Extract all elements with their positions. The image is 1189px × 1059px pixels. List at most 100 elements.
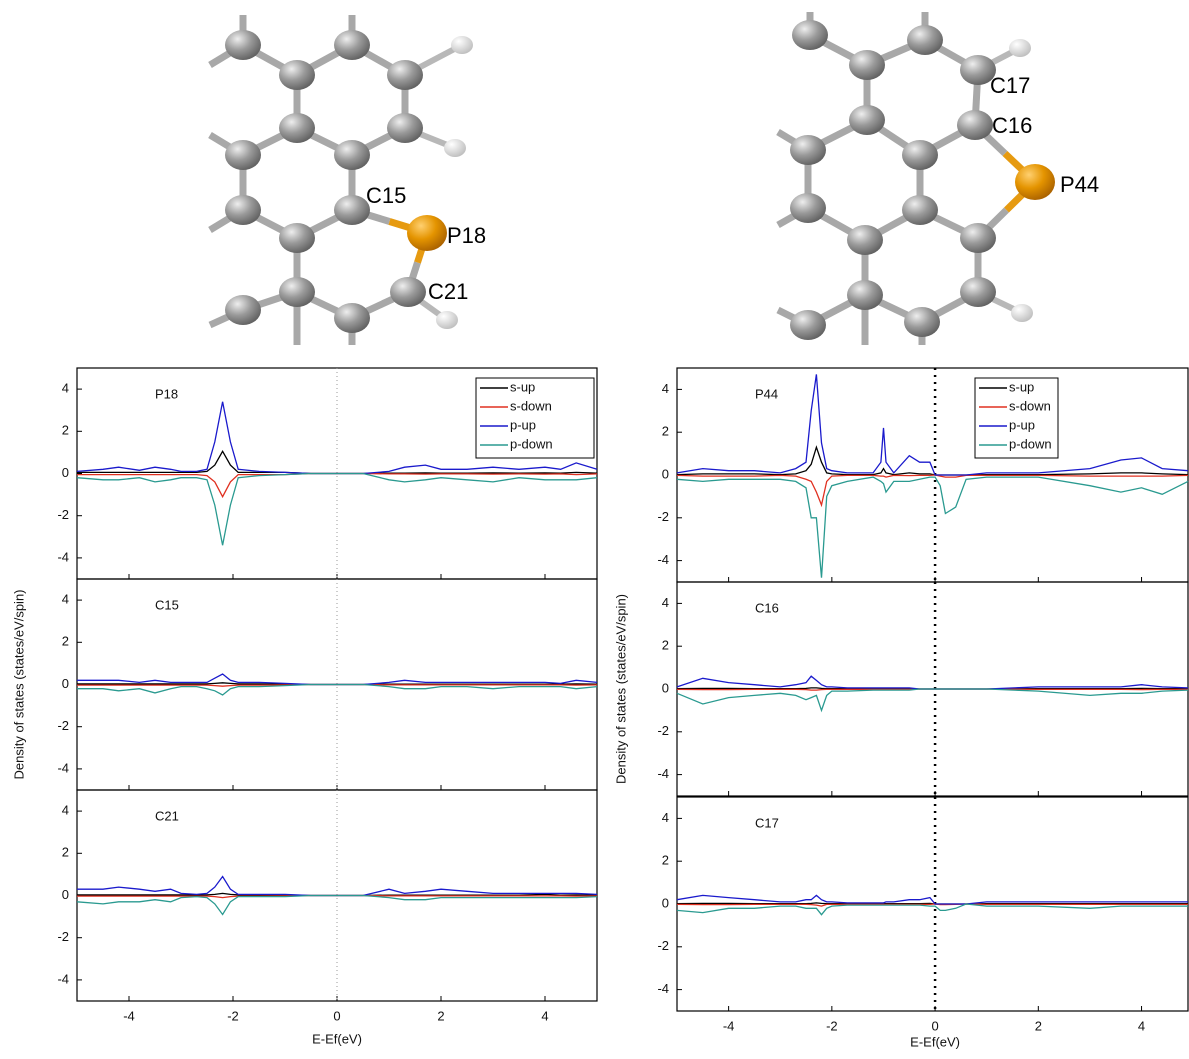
hydrogen-atom: [444, 139, 466, 157]
y-tick-label: -4: [657, 766, 669, 781]
y-tick-label: 4: [662, 595, 669, 610]
carbon-atom: [225, 140, 261, 170]
y-tick-label: -4: [57, 760, 69, 775]
carbon-atom: [334, 195, 370, 225]
y-tick-label: -2: [657, 509, 669, 524]
y-tick-label: 2: [662, 638, 669, 653]
carbon-atom: [902, 140, 938, 170]
atom-label: C17: [990, 73, 1030, 98]
phosphorus-atom: [1015, 164, 1055, 200]
x-tick-label: -2: [826, 1018, 838, 1033]
carbon-atom: [334, 303, 370, 333]
y-tick-label: 0: [662, 895, 669, 910]
carbon-atom: [792, 20, 828, 50]
y-tick-label: 4: [62, 381, 69, 396]
atom-label: P18: [447, 223, 486, 248]
atom-label: C16: [992, 113, 1032, 138]
dos-curve: [677, 895, 1188, 904]
hydrogen-atom: [1009, 39, 1031, 57]
dos-panel: -4-2024C15: [57, 579, 597, 790]
x-axis-title: E-Ef(eV): [910, 1034, 960, 1049]
y-tick-label: 0: [662, 680, 669, 695]
x-tick-label: -2: [227, 1008, 239, 1023]
y-tick-label: -4: [657, 981, 669, 996]
atom-label: P44: [1060, 172, 1099, 197]
carbon-atom: [225, 295, 261, 325]
carbon-atom: [387, 60, 423, 90]
carbon-atom: [960, 277, 996, 307]
hydrogen-atom: [436, 311, 458, 329]
x-tick-label: 0: [333, 1008, 340, 1023]
hydrogen-atom: [451, 36, 473, 54]
x-axis-title: E-Ef(eV): [312, 1031, 362, 1046]
carbon-atom: [960, 223, 996, 253]
y-tick-label: 2: [662, 424, 669, 439]
atom-label: C15: [366, 183, 406, 208]
y-tick-label: -2: [57, 929, 69, 944]
carbon-atom: [957, 110, 993, 140]
y-tick-label: 4: [62, 803, 69, 818]
y-tick-label: 2: [62, 634, 69, 649]
legend: s-up s-down p-up p-down: [476, 378, 594, 458]
dos-curve: [677, 477, 1188, 578]
y-tick-label: 0: [62, 887, 69, 902]
legend-label: s-down: [510, 398, 552, 413]
legend-label: p-up: [1009, 417, 1035, 432]
dos-chart: -4 -2 0 2 4 P18 s-up s-down p-up p-down -4 -2 0 2 4 C15…: [11, 368, 597, 1046]
y-tick-label: 0: [662, 466, 669, 481]
molecule: C17 C16 P44: [778, 12, 1099, 345]
dos-curve: [677, 904, 1188, 915]
legend-label: s-up: [510, 379, 535, 394]
y-axis-title: Density of states (states/eV/spin): [11, 589, 26, 779]
carbon-atom: [849, 105, 885, 135]
x-tick-label: 4: [541, 1008, 548, 1023]
dos-curve: [677, 374, 1188, 475]
y-tick-label: 4: [62, 592, 69, 607]
y-tick-label: 2: [62, 423, 69, 438]
carbon-atom: [390, 277, 426, 307]
legend-label: p-up: [510, 417, 536, 432]
dos-panel: -4 -2 0 2 4 C16: [657, 582, 1188, 796]
y-tick-label: -2: [57, 718, 69, 733]
y-tick-label: -2: [657, 723, 669, 738]
carbon-atom: [387, 113, 423, 143]
x-tick-label: 0: [931, 1018, 938, 1033]
y-tick-label: -2: [57, 507, 69, 522]
carbon-atom: [847, 280, 883, 310]
panel-label: C16: [755, 600, 779, 615]
dos-curve: [77, 685, 597, 696]
panel-label: C17: [755, 815, 779, 830]
y-tick-label: 2: [62, 845, 69, 860]
x-tick-label: -4: [123, 1008, 135, 1023]
panel-label: P44: [755, 386, 778, 401]
x-tick-label: 2: [1035, 1018, 1042, 1033]
carbon-atom: [279, 60, 315, 90]
x-tick-label: 4: [1138, 1018, 1145, 1033]
x-tick-label: 2: [437, 1008, 444, 1023]
legend-label: p-down: [1009, 436, 1052, 451]
legend-label: p-down: [510, 436, 553, 451]
carbon-atom: [849, 50, 885, 80]
panel-label: C15: [155, 597, 179, 612]
figure: C15 P18 C21 C17 C16 P44 -4 -2 0 2 4 P18 s-up s-down p-…: [0, 0, 1189, 1059]
dos-panel: -4-2024P18s-ups-downp-upp-down: [57, 368, 597, 579]
carbon-atom: [225, 195, 261, 225]
carbon-atom: [902, 195, 938, 225]
legend-label: s-down: [1009, 398, 1051, 413]
dos-panel: -4 -2 0 2 4 -4 -2 0 2 4 C21: [57, 790, 597, 1023]
y-tick-label: 4: [662, 381, 669, 396]
panel-label: P18: [155, 386, 178, 401]
phosphorus-atom: [407, 215, 447, 251]
carbon-atom: [334, 140, 370, 170]
hydrogen-atom: [1011, 304, 1033, 322]
carbon-atom: [334, 30, 370, 60]
y-tick-label: -4: [57, 971, 69, 986]
panel-label: C21: [155, 808, 179, 823]
carbon-atom: [790, 193, 826, 223]
y-tick-label: -4: [657, 552, 669, 567]
y-tick-label: 0: [62, 465, 69, 480]
